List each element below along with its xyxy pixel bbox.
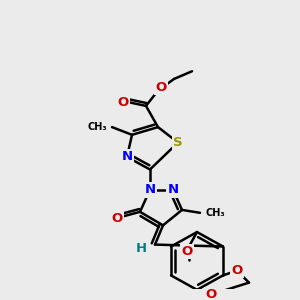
Text: O: O	[155, 81, 167, 94]
Text: N: N	[122, 151, 133, 164]
Text: O: O	[231, 264, 243, 277]
Text: H: H	[135, 242, 147, 255]
Text: CH₃: CH₃	[87, 122, 107, 132]
Text: CH₃: CH₃	[206, 208, 226, 218]
Text: N: N	[167, 183, 178, 196]
Text: O: O	[111, 212, 123, 225]
Text: N: N	[144, 183, 156, 196]
Text: O: O	[182, 245, 193, 258]
Text: O: O	[206, 288, 217, 300]
Text: O: O	[117, 96, 129, 109]
Text: S: S	[173, 136, 183, 149]
